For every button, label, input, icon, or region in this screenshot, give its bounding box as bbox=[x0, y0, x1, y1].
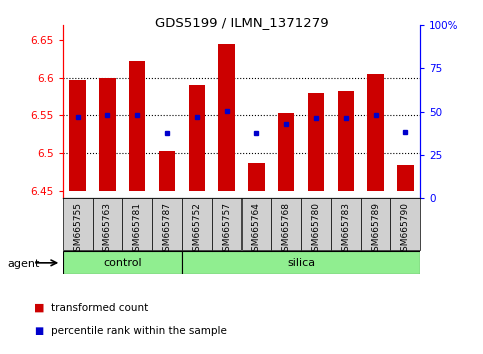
Bar bbox=[271, 198, 301, 250]
Bar bbox=[182, 251, 420, 274]
Bar bbox=[390, 198, 420, 250]
Bar bbox=[308, 93, 324, 191]
Bar bbox=[338, 91, 354, 191]
Text: GSM665780: GSM665780 bbox=[312, 202, 320, 257]
Text: ■: ■ bbox=[34, 303, 44, 313]
Text: percentile rank within the sample: percentile rank within the sample bbox=[51, 326, 227, 336]
Bar bbox=[63, 198, 93, 250]
Text: GSM665781: GSM665781 bbox=[133, 202, 142, 257]
Text: silica: silica bbox=[287, 258, 315, 268]
Bar bbox=[368, 74, 384, 191]
Bar bbox=[63, 251, 182, 274]
Text: control: control bbox=[103, 258, 142, 268]
Text: GDS5199 / ILMN_1371279: GDS5199 / ILMN_1371279 bbox=[155, 16, 328, 29]
Bar bbox=[129, 61, 145, 191]
Text: agent: agent bbox=[7, 259, 40, 269]
Text: GSM665755: GSM665755 bbox=[73, 202, 82, 257]
Text: GSM665752: GSM665752 bbox=[192, 202, 201, 257]
Text: GSM665763: GSM665763 bbox=[103, 202, 112, 257]
Bar bbox=[331, 198, 361, 250]
Text: GSM665764: GSM665764 bbox=[252, 202, 261, 257]
Bar bbox=[182, 198, 212, 250]
Bar bbox=[152, 198, 182, 250]
Bar bbox=[278, 113, 294, 191]
Text: GSM665787: GSM665787 bbox=[163, 202, 171, 257]
Text: GSM665789: GSM665789 bbox=[371, 202, 380, 257]
Bar bbox=[301, 198, 331, 250]
Bar bbox=[70, 80, 86, 191]
Text: GSM665757: GSM665757 bbox=[222, 202, 231, 257]
Bar bbox=[248, 163, 265, 191]
Bar bbox=[212, 198, 242, 250]
Text: transformed count: transformed count bbox=[51, 303, 148, 313]
Bar bbox=[122, 198, 152, 250]
Bar bbox=[159, 151, 175, 191]
Text: GSM665768: GSM665768 bbox=[282, 202, 291, 257]
Text: ■: ■ bbox=[34, 326, 43, 336]
Bar bbox=[99, 78, 115, 191]
Bar bbox=[218, 44, 235, 191]
Text: GSM665783: GSM665783 bbox=[341, 202, 350, 257]
Bar bbox=[93, 198, 122, 250]
Text: GSM665790: GSM665790 bbox=[401, 202, 410, 257]
Bar bbox=[189, 85, 205, 191]
Bar bbox=[361, 198, 390, 250]
Bar bbox=[242, 198, 271, 250]
Bar bbox=[397, 165, 413, 191]
